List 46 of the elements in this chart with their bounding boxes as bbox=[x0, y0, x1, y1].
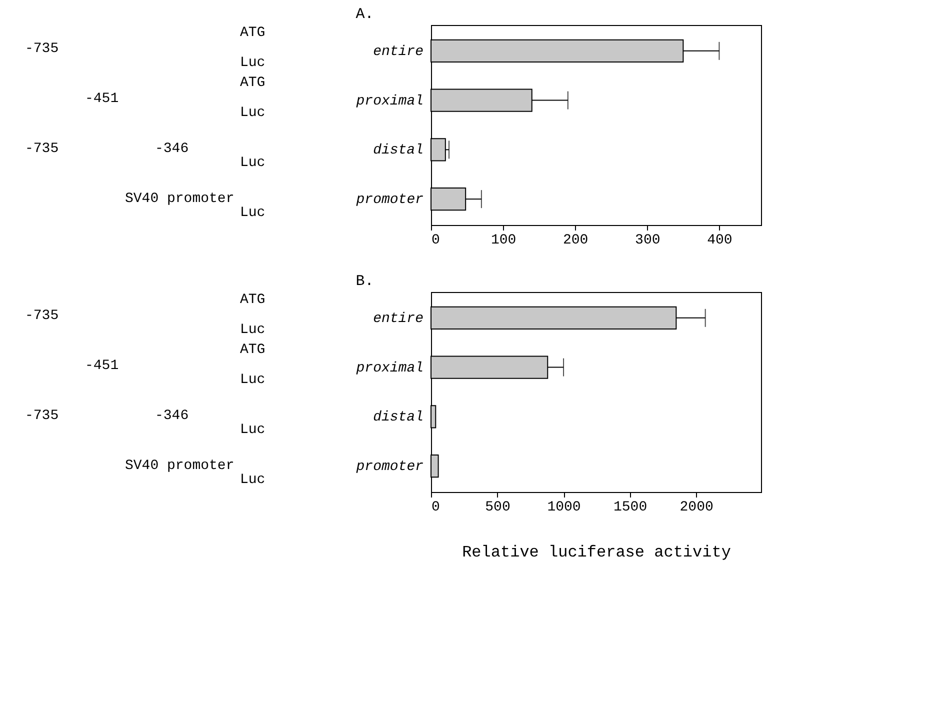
text: Luc bbox=[240, 472, 266, 488]
chart-title: B. bbox=[356, 273, 374, 290]
text: Luc bbox=[240, 322, 266, 338]
text: -735 bbox=[25, 308, 59, 324]
y-tick-label: promoter bbox=[355, 192, 424, 208]
x-tick-label: 0 bbox=[432, 500, 440, 516]
chart-title: A. bbox=[356, 6, 374, 23]
y-tick-label: distal bbox=[373, 142, 424, 159]
y-tick-label: distal bbox=[373, 410, 424, 426]
text: Luc bbox=[240, 205, 266, 221]
text: Luc bbox=[240, 155, 266, 171]
text: ATG bbox=[240, 25, 266, 41]
text: -735 bbox=[25, 141, 59, 157]
x-tick-label: 200 bbox=[562, 232, 588, 248]
x-tick-label: 400 bbox=[707, 232, 732, 248]
x-axis-title: Relative luciferase activity bbox=[462, 544, 732, 562]
x-tick-label: 2000 bbox=[680, 500, 714, 516]
y-tick-label: proximal bbox=[355, 360, 424, 376]
y-tick-label: entire bbox=[373, 310, 424, 327]
y-tick-label: entire bbox=[373, 44, 424, 60]
x-tick-label: 100 bbox=[490, 232, 516, 248]
text: -735 bbox=[25, 408, 59, 424]
text: Luc bbox=[240, 372, 266, 388]
x-tick-label: 1000 bbox=[547, 500, 581, 516]
text: -346 bbox=[155, 408, 189, 424]
bar bbox=[430, 405, 436, 428]
text: -451 bbox=[85, 91, 119, 107]
text: Luc bbox=[240, 422, 266, 438]
text: Luc bbox=[240, 105, 266, 121]
bar bbox=[430, 138, 446, 162]
text: ATG bbox=[240, 292, 266, 308]
text: SV40 promoter bbox=[125, 191, 234, 207]
x-tick-label: 1500 bbox=[613, 500, 648, 516]
text: -735 bbox=[25, 41, 59, 57]
y-tick-label: promoter bbox=[355, 459, 424, 476]
text: -346 bbox=[155, 141, 189, 157]
x-tick-label: 300 bbox=[635, 232, 660, 248]
text: ATG bbox=[240, 342, 266, 358]
text: -451 bbox=[85, 358, 119, 374]
bar bbox=[430, 454, 439, 478]
text: ATG bbox=[240, 75, 266, 91]
text: SV40 promoter bbox=[125, 458, 234, 474]
x-tick-label: 500 bbox=[485, 500, 510, 516]
y-tick-label: proximal bbox=[355, 93, 424, 110]
text: Luc bbox=[240, 55, 266, 71]
x-tick-label: 0 bbox=[432, 232, 440, 248]
